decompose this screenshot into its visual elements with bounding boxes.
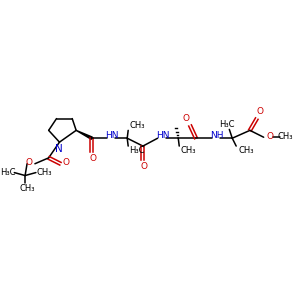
Text: O: O — [183, 114, 190, 123]
Text: O: O — [89, 154, 96, 163]
Text: CH₃: CH₃ — [37, 168, 52, 177]
Text: H₃C: H₃C — [220, 120, 235, 129]
Text: NH: NH — [210, 131, 223, 140]
Text: O: O — [140, 162, 147, 171]
Text: H₃C: H₃C — [0, 168, 15, 177]
Text: O: O — [26, 158, 32, 167]
Text: O: O — [256, 107, 263, 116]
Text: CH₃: CH₃ — [129, 121, 145, 130]
Text: O: O — [63, 158, 70, 167]
Text: HN: HN — [156, 131, 169, 140]
Polygon shape — [76, 130, 92, 139]
Text: CH₃: CH₃ — [19, 184, 35, 193]
Text: CH₃: CH₃ — [278, 132, 293, 141]
Text: O: O — [266, 132, 273, 141]
Text: CH₃: CH₃ — [238, 146, 254, 155]
Text: N: N — [55, 144, 62, 154]
Text: CH₃: CH₃ — [180, 146, 196, 155]
Text: H₃C: H₃C — [129, 146, 145, 155]
Text: HN: HN — [105, 131, 118, 140]
